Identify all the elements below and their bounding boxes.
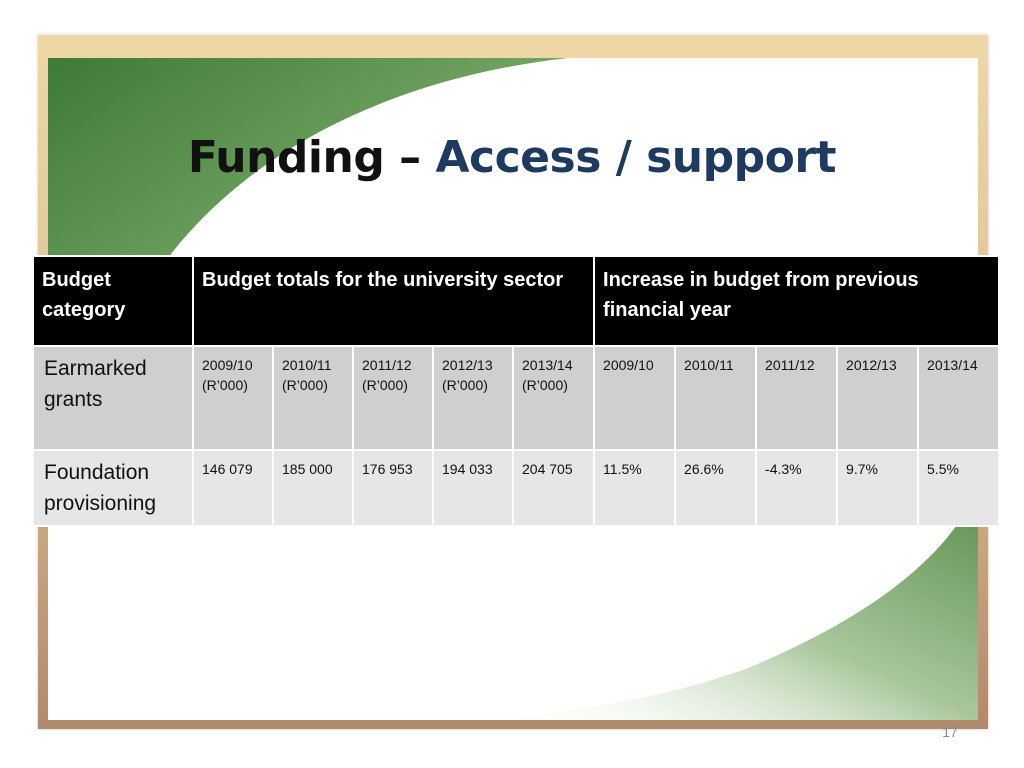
green-swoosh-decoration <box>48 58 978 720</box>
header-budget-totals: Budget totals for the university sector <box>191 255 596 347</box>
table-cell: 185 000 <box>272 449 354 527</box>
table-cell: 2009/10 (R’000) <box>192 345 274 451</box>
table-cell: 5.5% <box>917 449 1001 527</box>
title-access-support: Access / support <box>435 132 837 183</box>
table-cell: 2012/13 (R’000) <box>432 345 514 451</box>
table-cell: 2011/12 (R’000) <box>352 345 434 451</box>
table-cell: 2013/14 (R’000) <box>511 345 596 451</box>
table-cell: 194 033 <box>432 449 514 527</box>
header-budget-increase: Increase in budget from previous financi… <box>593 255 1001 347</box>
slide-number: 17 <box>942 724 958 740</box>
budget-table: Budget category Budget totals for the un… <box>32 255 1001 527</box>
table-cell: 2012/13 <box>836 345 920 451</box>
row-category: Foundation provisioning <box>32 449 194 527</box>
slide-title: Funding – Access / support <box>0 126 1024 190</box>
table-cell: 26.6% <box>674 449 758 527</box>
row-category: Earmarked grants <box>32 345 194 451</box>
table-cell: 176 953 <box>352 449 434 527</box>
table-cell: 2009/10 <box>593 345 677 451</box>
table-header-row: Budget category Budget totals for the un… <box>32 255 1001 347</box>
title-funding: Funding – <box>187 132 436 183</box>
table-cell: 2011/12 <box>755 345 839 451</box>
table-cell: 204 705 <box>511 449 596 527</box>
table-row: Foundation provisioning 146 079 185 000 … <box>32 449 1001 527</box>
table-cell: 2010/11 <box>674 345 758 451</box>
table-row: Earmarked grants 2009/10 (R’000) 2010/11… <box>32 345 1001 451</box>
table-cell: 9.7% <box>836 449 920 527</box>
table-cell: 2010/11 (R’000) <box>272 345 354 451</box>
header-budget-category: Budget category <box>32 255 194 347</box>
table-cell: 11.5% <box>593 449 677 527</box>
table-cell: 2013/14 <box>917 345 1001 451</box>
table-cell: -4.3% <box>755 449 839 527</box>
table-cell: 146 079 <box>192 449 274 527</box>
